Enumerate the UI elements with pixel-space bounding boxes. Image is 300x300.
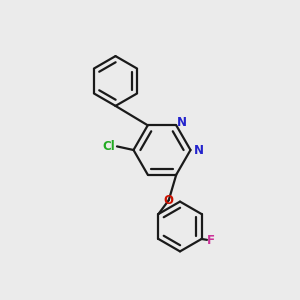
Text: Cl: Cl (102, 140, 115, 153)
Text: F: F (207, 234, 215, 247)
Text: N: N (194, 143, 204, 157)
Text: N: N (177, 116, 187, 129)
Text: O: O (163, 194, 173, 207)
